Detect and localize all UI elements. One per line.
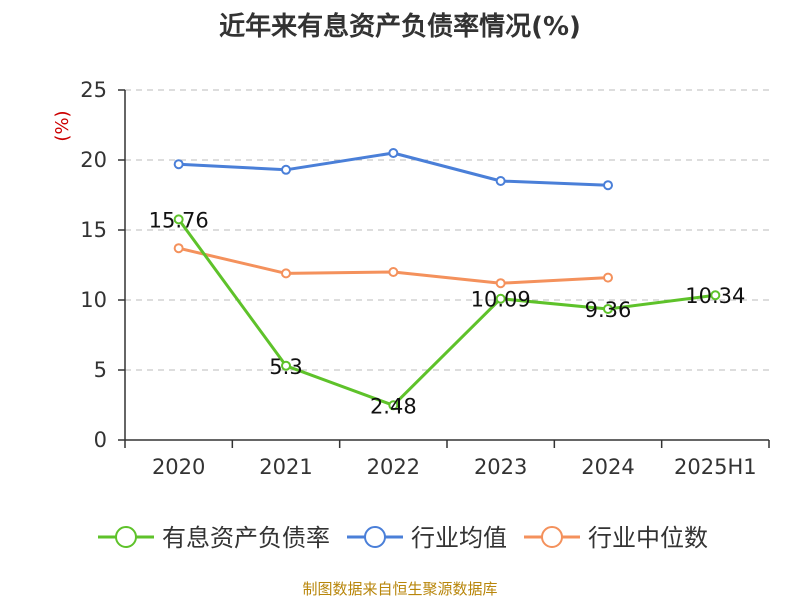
data-point xyxy=(281,164,291,175)
x-tick-label: 2025H1 xyxy=(674,455,757,479)
x-tick-label: 2023 xyxy=(474,455,527,479)
data-point xyxy=(173,243,184,254)
y-tick-label: 10 xyxy=(80,288,107,312)
data-point xyxy=(281,268,291,279)
axes: 0 5 10 15 20 25 (%) 2020 2021 2022 2023 2024 2025H1 xyxy=(52,78,770,479)
chart-title: 近年来有息资产负债率情况(%) xyxy=(219,12,581,42)
y-axis-unit: (%) xyxy=(52,110,73,141)
data-point xyxy=(388,267,399,277)
data-labels: 15.76 5.3 2.48 10.09 9.36 10.34 xyxy=(149,208,746,418)
legend-marker xyxy=(115,526,137,548)
data-point xyxy=(603,272,613,283)
data-label: 2.48 xyxy=(370,394,417,418)
y-tick-label: 5 xyxy=(94,358,107,382)
x-tick-label: 2020 xyxy=(152,455,205,479)
grid-lines xyxy=(125,89,769,371)
data-label: 10.09 xyxy=(471,288,531,312)
data-label: 5.3 xyxy=(269,355,302,379)
data-label: 15.76 xyxy=(149,208,209,232)
data-label: 9.36 xyxy=(585,298,632,322)
legend: 有息资产负债率 行业均值 行业中位数 xyxy=(98,524,708,552)
data-point xyxy=(388,148,399,158)
data-point xyxy=(173,214,184,225)
y-tick-label: 15 xyxy=(80,218,107,242)
data-point xyxy=(603,180,613,191)
x-tick-label: 2024 xyxy=(581,455,634,479)
legend-label: 行业均值 xyxy=(411,524,507,552)
legend-marker xyxy=(541,526,563,548)
y-tick-label: 25 xyxy=(80,78,107,102)
data-point xyxy=(173,159,184,170)
data-label: 10.34 xyxy=(685,284,745,308)
legend-marker xyxy=(364,526,386,548)
data-point xyxy=(495,278,506,289)
legend-label: 行业中位数 xyxy=(588,524,708,552)
data-point xyxy=(388,400,399,411)
series-line xyxy=(178,246,609,285)
x-tick-label: 2022 xyxy=(367,455,420,479)
data-point xyxy=(281,360,291,371)
data-point xyxy=(710,290,721,301)
source-note: 制图数据来自恒生聚源数据库 xyxy=(302,580,498,598)
data-point xyxy=(495,176,506,186)
data-point xyxy=(495,293,506,304)
series-line xyxy=(177,218,716,407)
data-point xyxy=(603,303,613,314)
legend-label: 有息资产负债率 xyxy=(162,524,330,552)
series-group xyxy=(173,148,721,411)
y-tick-label: 0 xyxy=(94,428,107,452)
y-tick-label: 20 xyxy=(80,148,107,172)
x-tick-label: 2021 xyxy=(259,455,312,479)
